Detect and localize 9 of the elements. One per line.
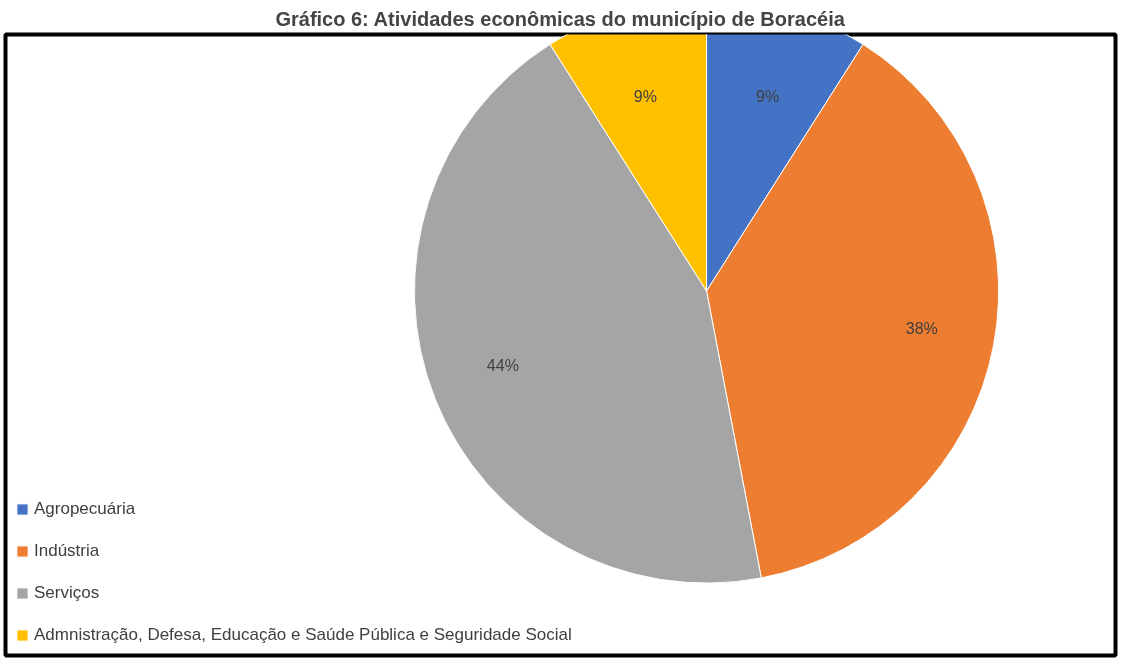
- legend-label: Admnistração, Defesa, Educação e Saúde Pública e Seguridade Social: [34, 625, 572, 645]
- legend-label: Serviços: [34, 583, 100, 603]
- legend-label: Agropecuária: [34, 499, 136, 519]
- data-label: 9%: [756, 88, 780, 106]
- data-label: 44%: [486, 357, 519, 375]
- data-label: 9%: [633, 88, 657, 106]
- legend-label: Indústria: [34, 541, 100, 561]
- chart-title: Gráfico 6: Atividades econômicas do município de Boracéia: [275, 7, 846, 30]
- data-label: 38%: [905, 320, 938, 338]
